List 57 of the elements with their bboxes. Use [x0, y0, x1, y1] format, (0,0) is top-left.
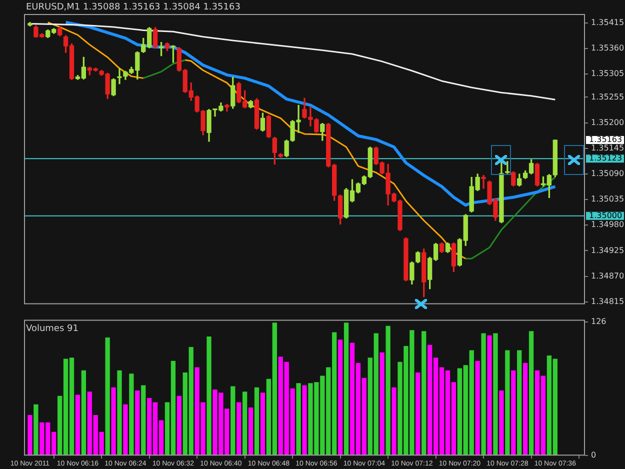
bar — [242, 392, 248, 456]
bar — [75, 394, 80, 456]
bar — [386, 326, 390, 456]
bar — [528, 331, 534, 456]
bar — [505, 350, 510, 456]
ref-line-label: 1.35123 — [589, 154, 622, 163]
bar — [105, 338, 110, 456]
ref-line-label: 1.35000 — [589, 210, 622, 220]
text: 1.35163 — [589, 135, 622, 144]
bar — [517, 350, 522, 456]
bar — [117, 370, 122, 456]
bar — [141, 385, 146, 456]
bar — [522, 362, 528, 456]
bar — [236, 402, 242, 456]
bar — [248, 408, 254, 456]
bar — [499, 390, 504, 456]
y-tick-label: 1.34815 — [591, 296, 624, 306]
y-tick-label: 0 — [591, 450, 596, 460]
bar — [302, 385, 307, 456]
bar — [111, 387, 116, 456]
y-tick-label: 1.35305 — [591, 69, 624, 78]
bar — [34, 404, 38, 456]
bar — [296, 383, 301, 456]
y-tick-label: 1.35090 — [591, 169, 624, 178]
chart-title: EURUSD,M1 1.35088 1.35163 1.35084 1.35163 — [26, 2, 240, 12]
bar — [28, 414, 32, 456]
y-tick-label: 1.35255 — [591, 92, 624, 102]
bar — [123, 404, 128, 456]
bar — [493, 333, 498, 456]
y-tick-label: 1.34925 — [591, 246, 624, 255]
y-tick-label: 1.35145 — [591, 143, 624, 152]
y-tick-label: 1.35415 — [591, 18, 624, 27]
y-tick-label: 1.35360 — [591, 43, 624, 52]
bar — [487, 335, 492, 456]
bar — [475, 360, 480, 456]
text: Volumes 91 — [26, 324, 78, 334]
bar — [344, 322, 349, 456]
bar — [254, 387, 260, 456]
bar — [422, 331, 426, 456]
y-tick-label: 1.34980 — [591, 220, 624, 230]
y-tick-label: 1.34870 — [591, 271, 624, 280]
bar — [176, 396, 182, 456]
bar — [481, 333, 486, 456]
y-tick-label: 126 — [591, 317, 606, 326]
bar — [380, 352, 384, 456]
bar — [206, 336, 212, 456]
bar — [338, 340, 343, 456]
y-tick-label: 1.35035 — [591, 194, 624, 204]
bar — [81, 370, 86, 456]
bar — [511, 370, 516, 456]
y-tick-label: 1.35200 — [591, 118, 624, 127]
bar — [416, 372, 420, 456]
bar — [260, 392, 266, 456]
bar — [230, 386, 236, 456]
bar — [135, 390, 140, 456]
bar — [392, 387, 396, 456]
bar — [129, 374, 134, 456]
